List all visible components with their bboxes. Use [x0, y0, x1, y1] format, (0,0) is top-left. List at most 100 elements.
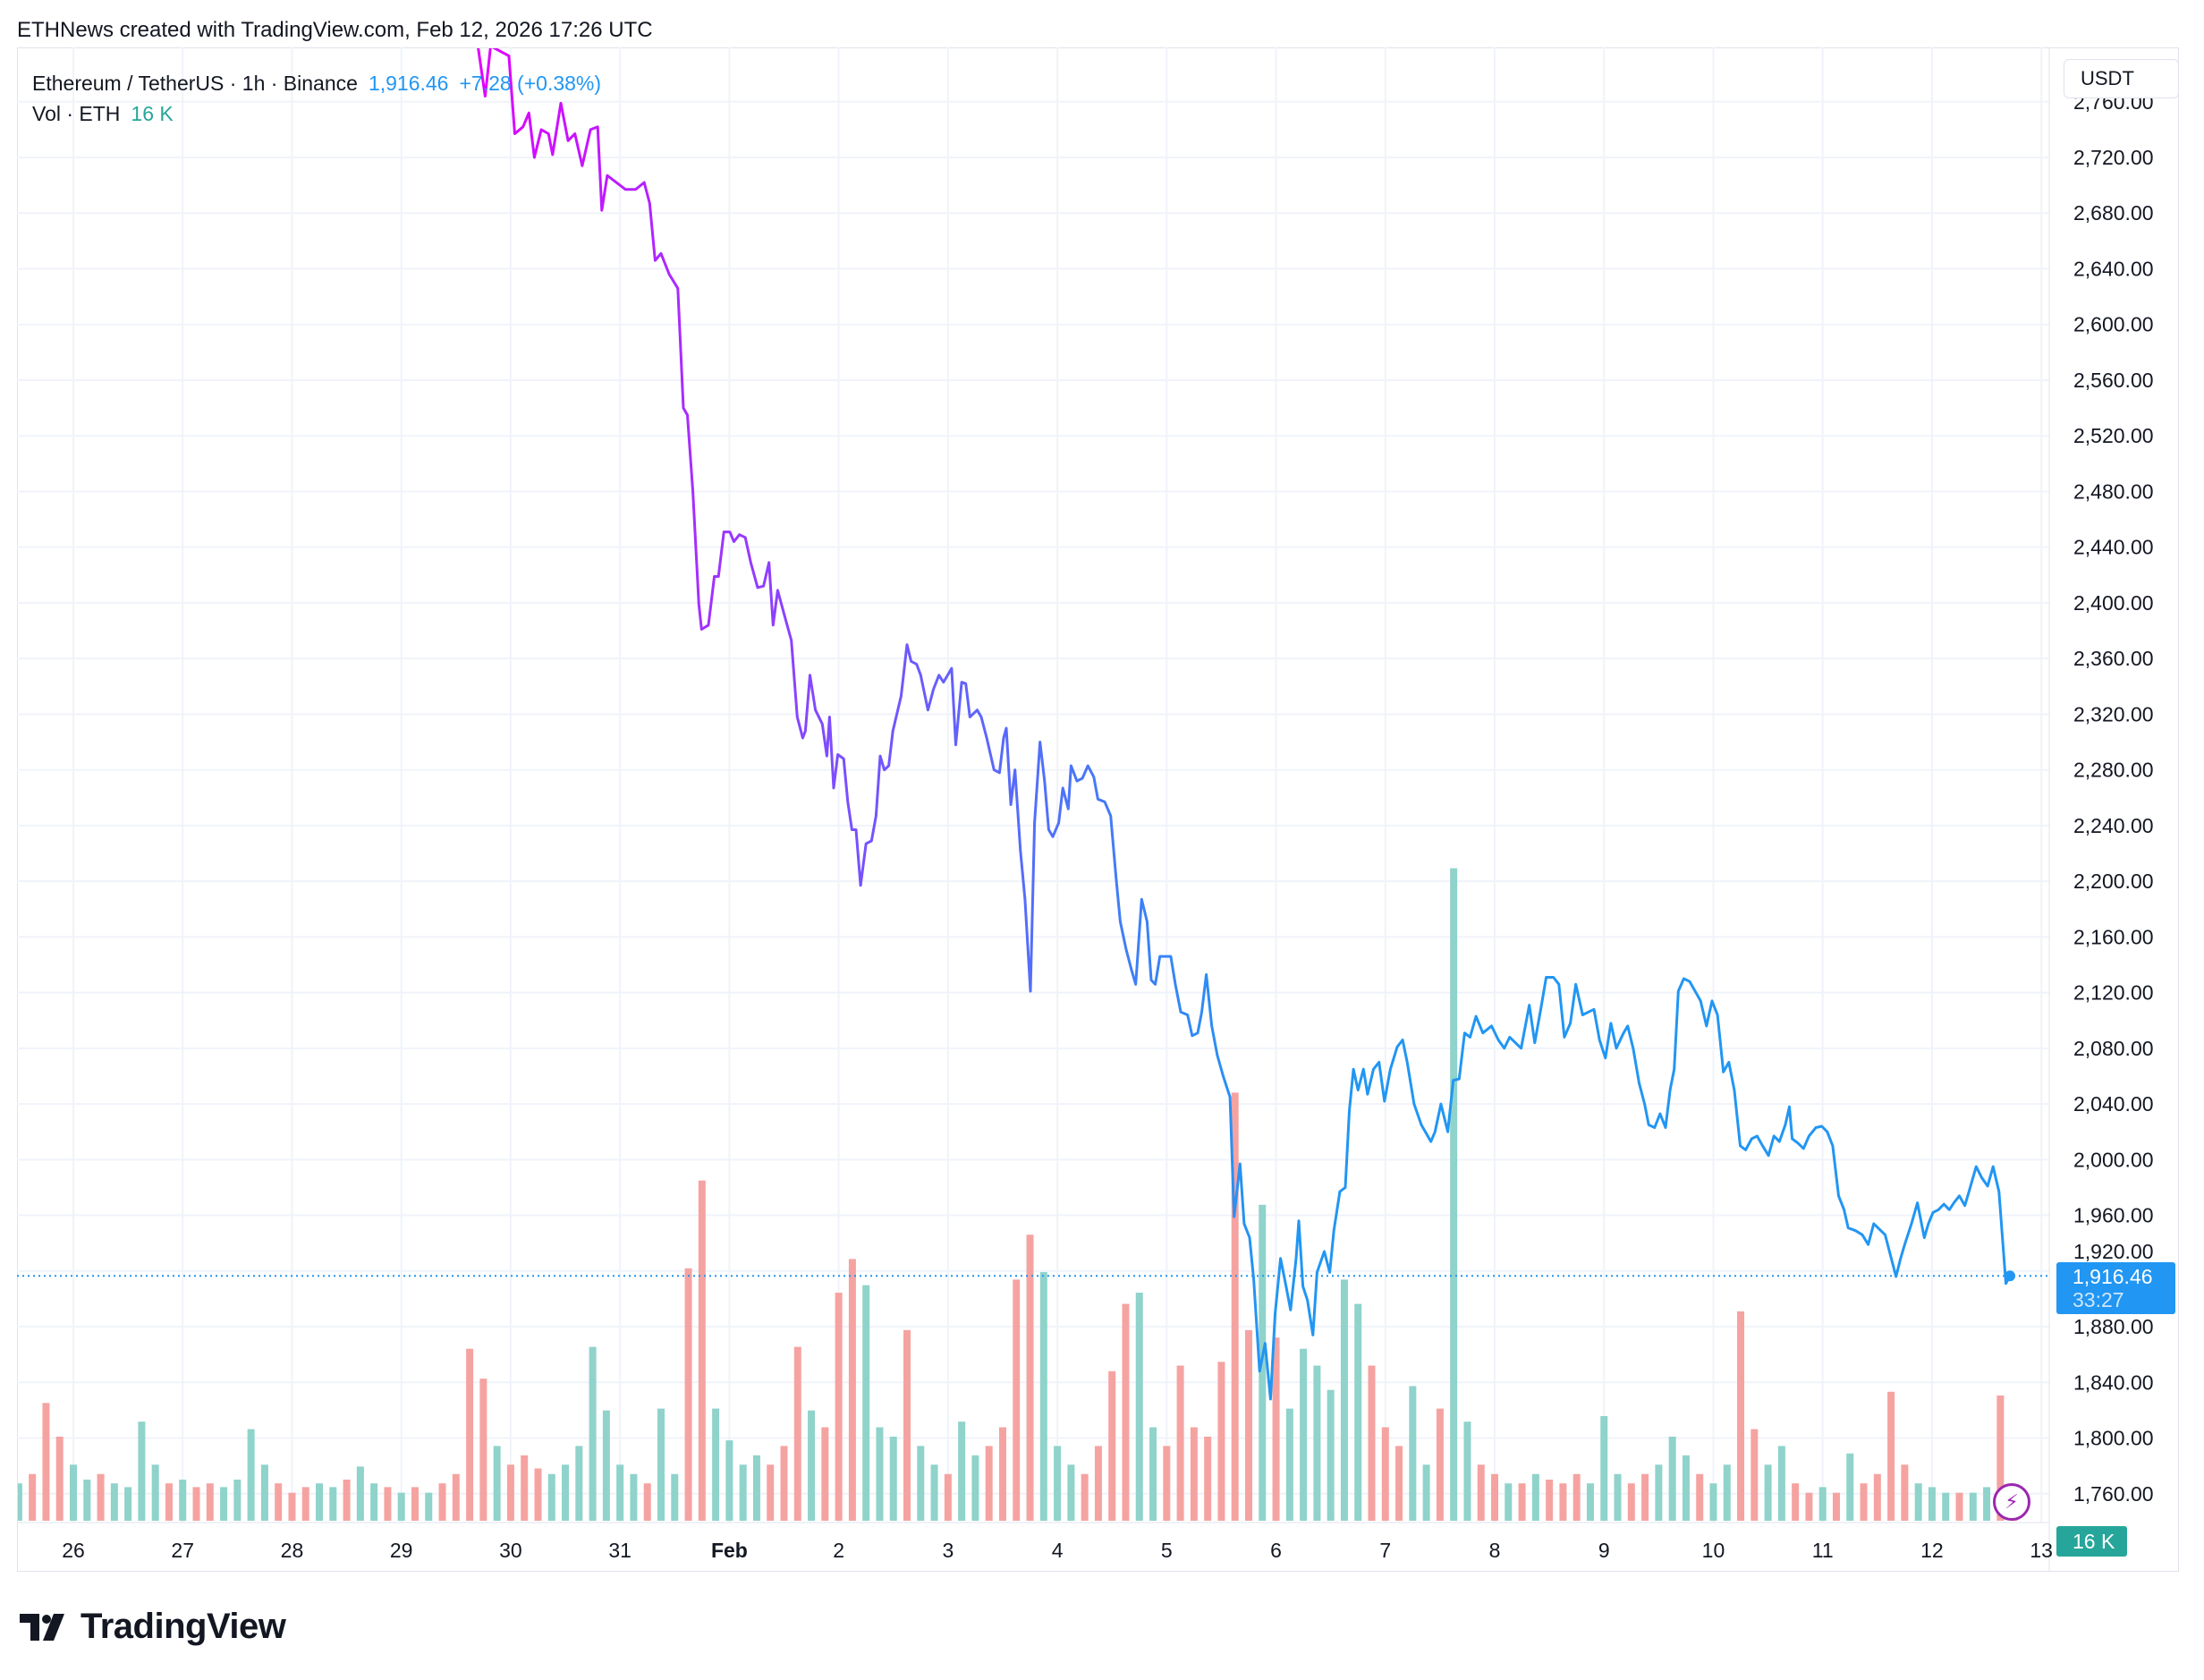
- volume-bar: [288, 1492, 296, 1521]
- price-tick-label: 2,720.00: [2073, 146, 2154, 169]
- volume-bar: [356, 1466, 364, 1521]
- time-tick-label: 2: [833, 1539, 844, 1562]
- time-tick-label: 10: [1702, 1539, 1725, 1562]
- volume-bar: [1477, 1464, 1485, 1521]
- price-tick-label: 1,960.00: [2073, 1204, 2154, 1227]
- volume-bar: [1614, 1473, 1622, 1521]
- currency-button[interactable]: USDT: [2064, 59, 2179, 98]
- volume-bar: [752, 1455, 760, 1521]
- volume-bar: [206, 1483, 214, 1521]
- volume-bar: [1969, 1492, 1977, 1521]
- volume-bar: [821, 1427, 829, 1521]
- volume-bar: [1942, 1492, 1950, 1521]
- time-tick-label: 4: [1052, 1539, 1064, 1562]
- volume-bar: [575, 1446, 583, 1521]
- volume-bar: [1737, 1311, 1745, 1521]
- price-tick-label: 2,360.00: [2073, 647, 2154, 670]
- logo-text: TradingView: [81, 1607, 286, 1646]
- volume-bar: [1996, 1395, 2005, 1521]
- volume-bar: [165, 1483, 173, 1521]
- time-tick-label: 7: [1379, 1539, 1391, 1562]
- volume-bar: [930, 1464, 938, 1521]
- volume-bar: [42, 1403, 50, 1521]
- volume-bar: [1546, 1480, 1554, 1521]
- volume-bar: [1627, 1483, 1635, 1521]
- volume-bar: [1067, 1464, 1075, 1521]
- volume-bar: [589, 1346, 597, 1521]
- volume-bar: [220, 1487, 228, 1521]
- volume-bar: [1368, 1365, 1376, 1521]
- volume-bar: [179, 1480, 187, 1521]
- price-tick-label: 2,200.00: [2073, 870, 2154, 893]
- volume-bar: [1135, 1293, 1143, 1521]
- volume-bar: [848, 1259, 856, 1521]
- time-axis[interactable]: 26 27 28 29 30 31 Feb 2 3 4 5 6 7 8 9 10 11 12 13: [62, 1539, 2053, 1562]
- price-tick-label: 2,160.00: [2073, 925, 2154, 948]
- volume-bar: [18, 1483, 22, 1521]
- volume-bar: [547, 1473, 555, 1521]
- volume-bar: [384, 1487, 392, 1521]
- volume-bar: [1081, 1473, 1089, 1521]
- volume-bar: [316, 1483, 324, 1521]
- chart-legend: Ethereum / TetherUS · 1h · Binance 1,916.…: [32, 68, 601, 129]
- volume-bar: [151, 1464, 159, 1521]
- current-price-value: 1,916.46: [2073, 1265, 2153, 1288]
- volume-bar: [411, 1487, 419, 1521]
- volume-bar: [903, 1329, 911, 1521]
- price-tick-label: 2,480.00: [2073, 479, 2154, 503]
- attribution-text: ETHNews created with TradingView.com, Fe…: [17, 18, 653, 42]
- volume-bar: [917, 1446, 925, 1521]
- volume-bar: [1792, 1483, 1800, 1521]
- volume-bar: [835, 1293, 843, 1521]
- volume-bar: [1272, 1337, 1280, 1521]
- volume-bar: [29, 1473, 37, 1521]
- volume-bar: [124, 1487, 132, 1521]
- volume-bar: [780, 1446, 788, 1521]
- volume-bar: [1395, 1446, 1403, 1521]
- volume-bar: [397, 1492, 405, 1521]
- volume-value: 16 K: [131, 102, 174, 125]
- price-tick-label: 2,640.00: [2073, 257, 2154, 280]
- time-tick-label: 8: [1489, 1539, 1501, 1562]
- volume-bar: [1436, 1408, 1444, 1521]
- volume-bar: [998, 1427, 1006, 1521]
- volume-legend-row[interactable]: Vol · ETH 16 K: [32, 98, 601, 129]
- volume-bar: [1764, 1464, 1772, 1521]
- price-change: +7.28 (+0.38%): [459, 72, 602, 95]
- volume-bar: [1327, 1389, 1335, 1521]
- volume-bar: [657, 1408, 665, 1521]
- price-tick-label: 2,040.00: [2073, 1092, 2154, 1116]
- time-tick-label: Feb: [711, 1539, 748, 1562]
- last-price: 1,916.46: [368, 72, 449, 95]
- volume-bar: [1641, 1473, 1649, 1521]
- volume-bar: [1531, 1473, 1539, 1521]
- volume-bar: [370, 1483, 378, 1521]
- volume-bar: [192, 1487, 200, 1521]
- volume-bar: [684, 1268, 692, 1521]
- time-tick-label: 26: [62, 1539, 85, 1562]
- volume-bar: [1586, 1483, 1594, 1521]
- lightning-icon[interactable]: ⚡: [1993, 1483, 2030, 1521]
- volume-bar: [1244, 1329, 1252, 1521]
- tradingview-logo[interactable]: TradingView: [20, 1607, 286, 1647]
- volume-bar: [793, 1346, 801, 1521]
- volume-bar: [698, 1180, 706, 1521]
- volume-bar: [138, 1421, 146, 1521]
- volume-bar: [1285, 1408, 1293, 1521]
- volume-bar: [1013, 1279, 1021, 1521]
- price-tick-label: 2,680.00: [2073, 201, 2154, 225]
- price-tick-label: 2,440.00: [2073, 536, 2154, 559]
- volume-bar: [247, 1429, 255, 1521]
- price-tick-label: 1,760.00: [2073, 1482, 2154, 1506]
- symbol-legend-row[interactable]: Ethereum / TetherUS · 1h · Binance 1,916.…: [32, 68, 601, 98]
- volume-bar: [1450, 868, 1458, 1521]
- volume-bar: [329, 1487, 337, 1521]
- volume-bar: [862, 1285, 870, 1521]
- volume-bar: [55, 1436, 64, 1521]
- volume-bar: [1559, 1483, 1567, 1521]
- price-tick-label: 1,880.00: [2073, 1315, 2154, 1338]
- price-axis[interactable]: 1,760.00 1,800.00 1,840.00 1,880.00 1,920.00…: [2073, 90, 2154, 1506]
- volume-bar: [1901, 1464, 1909, 1521]
- volume-bars: [18, 868, 2018, 1521]
